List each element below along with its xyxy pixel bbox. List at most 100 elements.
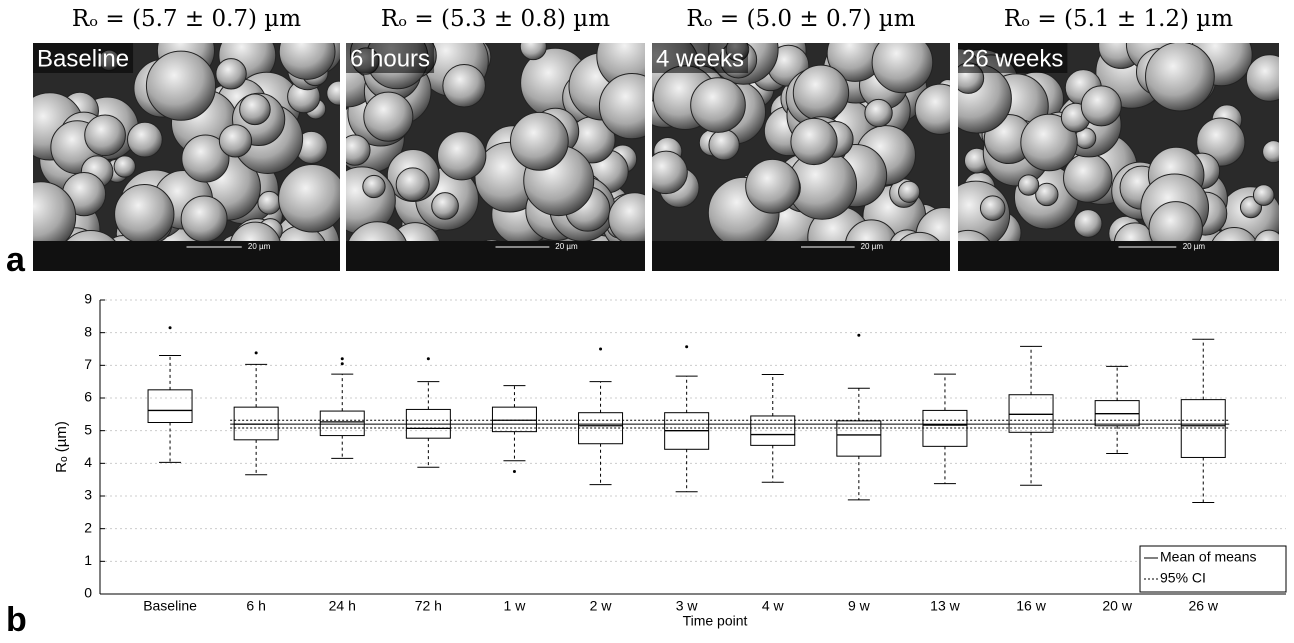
x-tick-label: 20 w	[1102, 598, 1132, 614]
x-tick-label: 4 w	[762, 598, 785, 614]
particle	[1145, 43, 1215, 112]
particle	[708, 129, 740, 161]
y-tick-label: 5	[84, 421, 92, 437]
x-tick-label: 9 w	[848, 598, 871, 614]
box	[1008, 394, 1054, 433]
particle	[519, 43, 547, 61]
particle	[979, 195, 1006, 221]
particle	[431, 192, 459, 220]
legend-label: Mean of means	[1160, 549, 1257, 565]
x-axis-label: Time point	[683, 613, 748, 629]
particle	[114, 184, 175, 245]
x-tick-label: Baseline	[143, 598, 197, 614]
y-tick-label: 4	[84, 454, 92, 470]
x-tick-label: 13 w	[930, 598, 960, 614]
x-tick-label: 24 h	[329, 598, 356, 614]
panel-label: a	[6, 241, 26, 279]
y-tick-label: 0	[84, 585, 92, 601]
particle	[278, 163, 340, 233]
box	[1180, 399, 1226, 458]
scale-bar-label: 20 µm	[555, 242, 578, 251]
label-bg	[958, 43, 1068, 73]
particle	[278, 43, 336, 80]
particle	[1245, 54, 1279, 102]
image-title: Rₒ = (5.0 ± 0.7) µm	[686, 6, 915, 32]
image-label: 26 weeks	[962, 45, 1063, 72]
image-title: Rₒ = (5.7 ± 0.7) µm	[72, 6, 301, 32]
image-label: 4 weeks	[656, 45, 744, 72]
x-tick-label: 72 h	[415, 598, 442, 614]
outlier	[254, 351, 258, 355]
particle	[326, 80, 340, 106]
outlier	[512, 470, 516, 473]
info-bar	[958, 241, 1279, 271]
particle	[790, 117, 838, 166]
outlier	[426, 357, 430, 361]
particle	[346, 134, 371, 166]
particle	[745, 158, 800, 214]
particle	[1262, 140, 1279, 164]
box	[750, 415, 796, 446]
sem-image: 20 µm 26 weeks	[958, 43, 1279, 271]
particle	[127, 121, 163, 158]
particle	[363, 91, 414, 142]
outlier	[340, 357, 344, 361]
particle	[181, 134, 230, 183]
sem-image: 20 µm Baseline	[33, 43, 340, 271]
sem-image: 20 µm 4 weeks	[652, 43, 950, 271]
label-bg	[346, 43, 435, 73]
y-axis-label: Rₒ (µm)	[53, 421, 70, 473]
particle	[239, 93, 271, 126]
particle	[1080, 85, 1122, 127]
box	[922, 409, 968, 447]
image-label: 6 hours	[350, 45, 430, 72]
particle	[871, 43, 934, 94]
particle	[442, 63, 486, 108]
particle	[690, 77, 746, 133]
particle	[792, 64, 850, 121]
particle	[509, 111, 569, 171]
label-bg	[33, 43, 134, 73]
particle	[652, 150, 688, 195]
scale-bar-label: 20 µm	[248, 242, 271, 251]
y-tick-label: 9	[84, 291, 92, 307]
y-tick-label: 3	[84, 487, 92, 503]
x-tick-label: 6 h	[246, 598, 265, 614]
box	[836, 420, 882, 457]
y-tick-label: 1	[84, 552, 92, 568]
x-tick-label: 3 w	[676, 598, 699, 614]
particle	[395, 167, 430, 202]
image-title: Rₒ = (5.3 ± 0.8) µm	[381, 6, 610, 32]
label-bg	[652, 43, 749, 73]
outlier	[857, 333, 861, 337]
x-tick-label: 2 w	[590, 598, 613, 614]
box	[147, 389, 193, 424]
image-title: Rₒ = (5.1 ± 1.2) µm	[1004, 6, 1233, 32]
info-bar	[346, 241, 645, 271]
info-bar	[33, 241, 340, 271]
y-tick-label: 8	[84, 323, 92, 339]
info-bar	[652, 241, 950, 271]
particle	[113, 155, 136, 178]
particle	[84, 114, 126, 157]
x-tick-label: 16 w	[1016, 598, 1046, 614]
particle	[1035, 182, 1059, 207]
particle	[218, 124, 253, 158]
particle	[1017, 174, 1040, 196]
panel-label: b	[6, 601, 27, 638]
y-tick-label: 2	[84, 519, 92, 535]
outlier	[340, 362, 344, 366]
particle	[914, 83, 950, 135]
sem-image: 20 µm 6 hours	[346, 43, 645, 271]
scale-bar-label: 20 µm	[1183, 242, 1206, 251]
outlier	[685, 345, 689, 349]
particle	[1020, 113, 1078, 172]
box	[233, 406, 279, 441]
particle	[145, 50, 217, 121]
particle	[598, 73, 645, 140]
scale-bar-label: 20 µm	[861, 242, 884, 251]
y-tick-label: 7	[84, 356, 92, 372]
particle	[864, 98, 893, 128]
y-tick-label: 6	[84, 389, 92, 405]
